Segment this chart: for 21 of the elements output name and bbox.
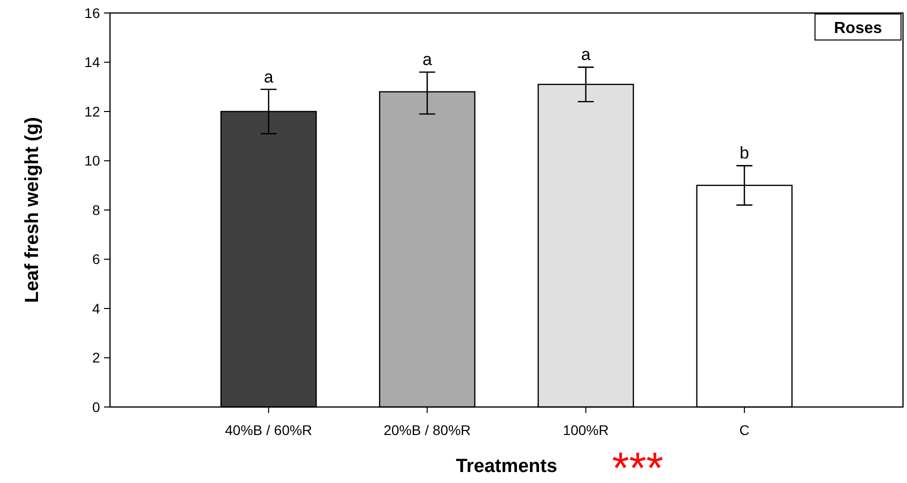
annotation: b [740, 144, 750, 163]
y-tick-label: 2 [92, 350, 100, 366]
x-tick-label: 100%R [562, 422, 609, 438]
y-axis-title: Leaf fresh weight (g) [22, 117, 43, 303]
annotation: a [422, 50, 432, 70]
annotation: a [264, 67, 274, 86]
y-tick-label: 0 [92, 398, 100, 415]
annotation: a [581, 45, 592, 64]
y-tick-label: 4 [92, 300, 100, 316]
y-tick-label: 8 [92, 202, 100, 218]
y-tick-label: 6 [92, 251, 100, 268]
x-tick-label: 40%B / 60%R [225, 422, 312, 438]
x-tick-label: 20%B / 80%R [384, 422, 471, 438]
text: *** [612, 444, 664, 483]
y-tick-label: 16 [84, 4, 100, 21]
y-tick-label: 10 [84, 152, 100, 169]
x-tick-label: C [739, 422, 750, 438]
x-axis-title: Treatments [456, 456, 558, 477]
y-tick-label: 12 [84, 103, 100, 120]
y-tick-label: 14 [84, 54, 100, 70]
annotation: Roses [834, 20, 882, 37]
